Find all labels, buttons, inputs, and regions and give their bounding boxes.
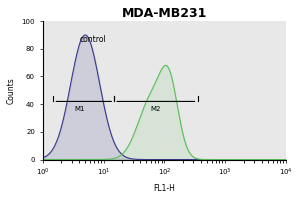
Text: M2: M2 — [151, 106, 161, 112]
X-axis label: FL1-H: FL1-H — [154, 184, 175, 193]
Text: M1: M1 — [74, 106, 85, 112]
Y-axis label: Counts: Counts — [7, 77, 16, 104]
Title: MDA-MB231: MDA-MB231 — [122, 7, 207, 20]
Text: control: control — [79, 35, 106, 44]
